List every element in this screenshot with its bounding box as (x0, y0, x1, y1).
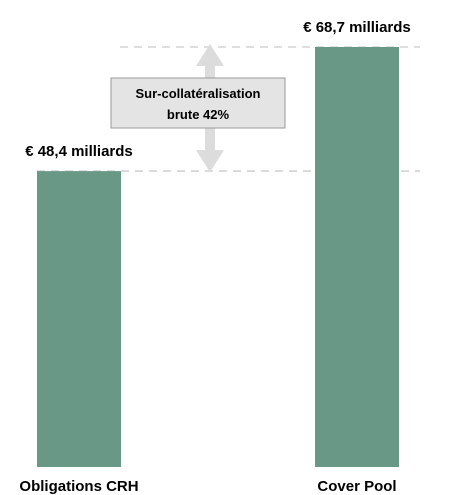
value-label-cover-pool: € 68,7 milliards (303, 19, 411, 36)
annotation-line-1: Sur-collatéralisation (136, 86, 261, 101)
value-label-obligations-crh: € 48,4 milliards (25, 143, 133, 160)
annotation-box (110, 77, 286, 129)
bar-cover-pool (315, 47, 399, 467)
category-label-obligations-crh: Obligations CRH (19, 478, 138, 495)
annotation-line-2: brute 42% (167, 107, 230, 122)
category-label-cover-pool: Cover Pool (317, 478, 396, 495)
bar-obligations-crh (37, 171, 121, 467)
overcollateralisation-annotation: Sur-collatéralisation brute 42% (110, 77, 286, 129)
